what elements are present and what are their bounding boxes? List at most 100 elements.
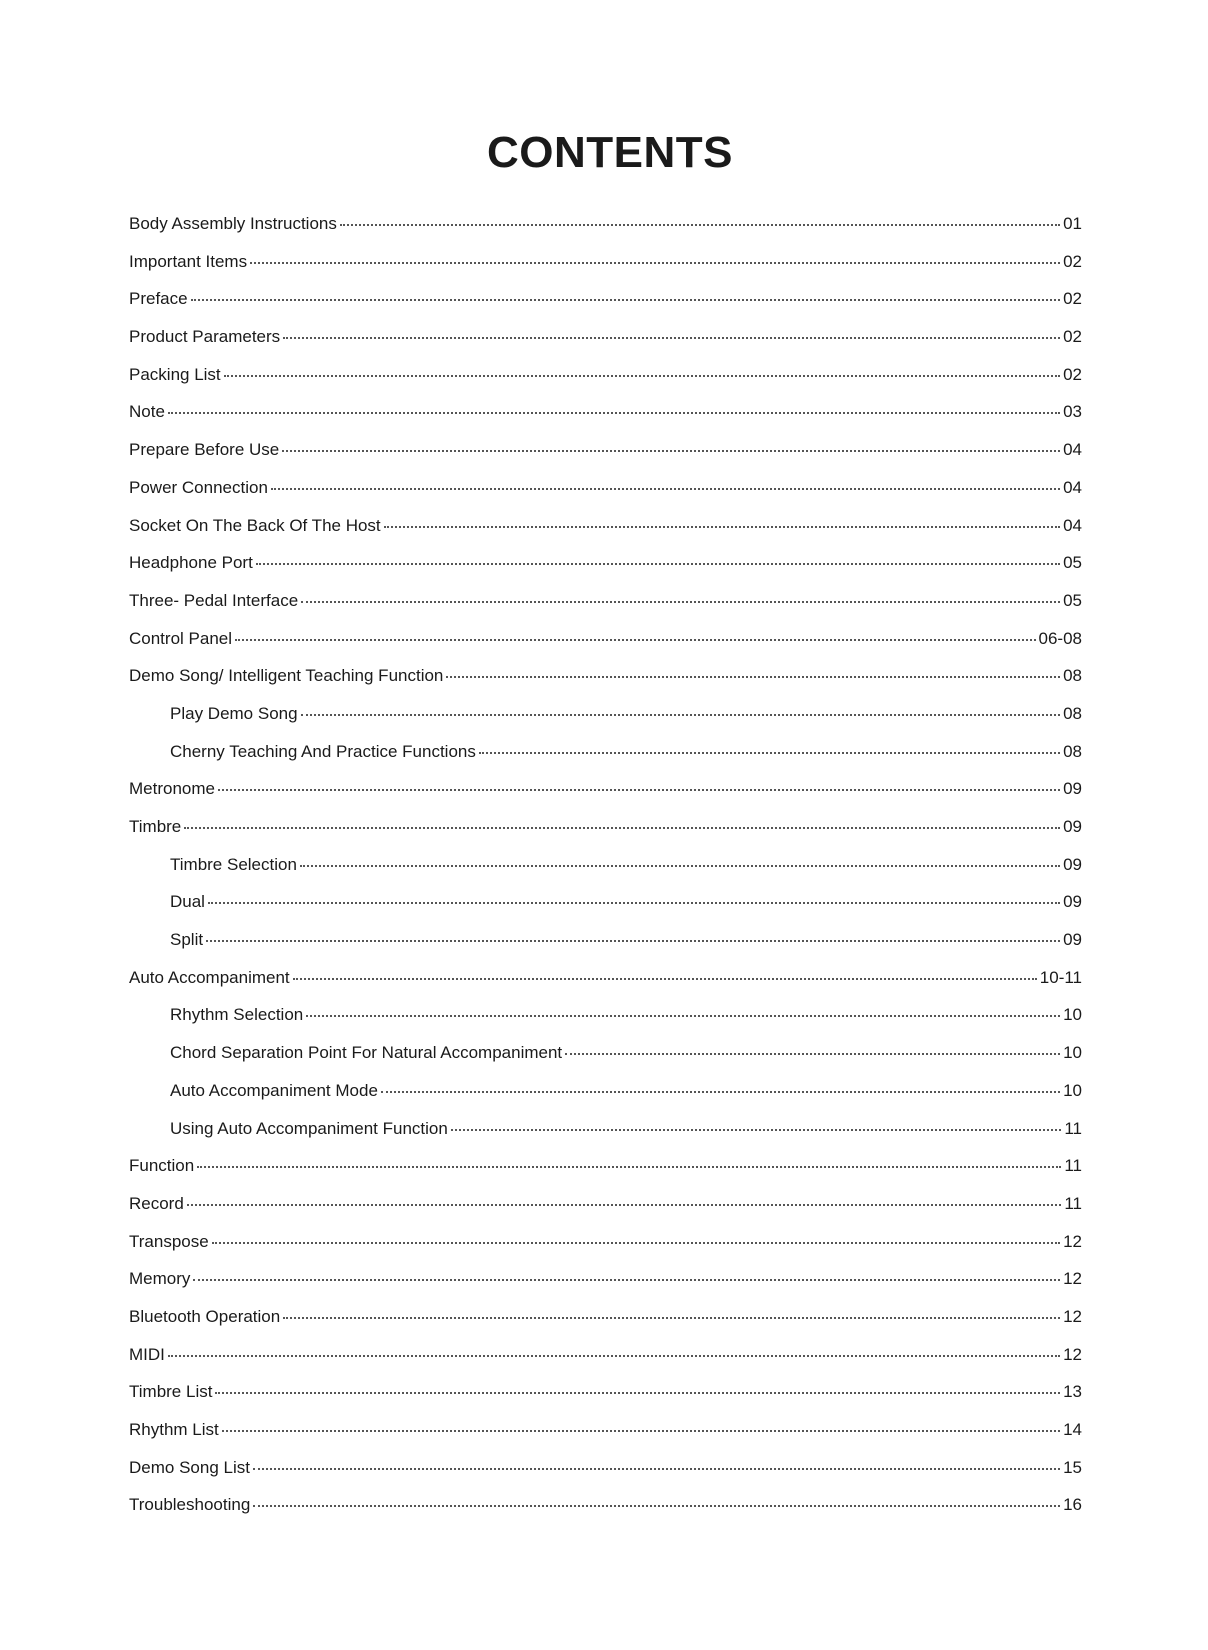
toc-entry-page: 08 — [1063, 703, 1082, 723]
toc-entry[interactable]: Bluetooth Operation 12 — [129, 1307, 1082, 1345]
dot-leader — [207, 902, 1061, 905]
toc-entry[interactable]: Headphone Port 05 — [129, 553, 1082, 591]
toc-entry-label: Rhythm List — [129, 1420, 219, 1439]
toc-entry-page: 10 — [1063, 1005, 1082, 1025]
toc-entry-label: Note — [129, 402, 165, 422]
toc-entry[interactable]: Memory 12 — [129, 1269, 1082, 1307]
toc-entry-page: 10 — [1063, 1043, 1082, 1063]
toc-entry[interactable]: Auto Accompaniment Mode 10 — [129, 1081, 1082, 1119]
toc-entry[interactable]: Demo Song/ Intelligent Teaching Function… — [129, 666, 1082, 704]
toc-entry-label: Preface — [129, 289, 188, 309]
toc-entry-label: Body Assembly Instructions — [129, 214, 337, 233]
toc-entry[interactable]: Rhythm Selection 10 — [129, 1005, 1082, 1043]
toc-entry[interactable]: Dual 09 — [129, 892, 1082, 930]
toc-entry[interactable]: Power Connection 04 — [129, 478, 1082, 516]
toc-entry[interactable]: Transpose 12 — [129, 1232, 1082, 1270]
dot-leader — [206, 940, 1061, 943]
toc-entry-page: 02 — [1063, 364, 1082, 384]
toc-entry-label: Chord Separation Point For Natural Accom… — [170, 1043, 563, 1063]
toc-entry[interactable]: Three- Pedal Interface 05 — [129, 591, 1082, 629]
toc-entry[interactable]: Using Auto Accompaniment Function 11 — [129, 1119, 1082, 1157]
toc-entry[interactable]: Timbre 09 — [129, 817, 1082, 855]
dot-leader — [252, 1467, 1061, 1470]
dot-leader — [255, 563, 1061, 566]
toc-entry-label: Power Connection — [129, 477, 268, 497]
dot-leader — [190, 299, 1061, 302]
toc-entry-page: 05 — [1063, 553, 1082, 573]
toc-entry-page: 04 — [1063, 477, 1082, 497]
toc-entry-page: 09 — [1063, 892, 1082, 912]
toc-entry[interactable]: Rhythm List 14 — [129, 1420, 1082, 1458]
toc-entry-label: Cherny Teaching And Practice Functions — [170, 741, 476, 761]
toc-entry[interactable]: Record 11 — [129, 1194, 1082, 1232]
toc-entry[interactable]: Preface 02 — [129, 289, 1082, 327]
dot-leader — [223, 374, 1061, 377]
toc-entry[interactable]: Troubleshooting 16 — [129, 1495, 1082, 1533]
toc-entry-page: 02 — [1063, 289, 1082, 309]
toc-entry-page: 09 — [1063, 930, 1082, 950]
toc-entry-label: Bluetooth Operation — [129, 1306, 281, 1326]
dot-leader — [383, 525, 1061, 528]
dot-leader — [282, 450, 1061, 453]
toc-entry[interactable]: MIDI 12 — [129, 1345, 1082, 1383]
toc-entry[interactable]: Note 03 — [129, 402, 1082, 440]
dot-leader — [380, 1090, 1061, 1093]
toc-entry-page: 08 — [1063, 666, 1082, 686]
toc-entry[interactable]: Chord Separation Point For Natural Accom… — [129, 1043, 1082, 1081]
dot-leader — [478, 751, 1061, 754]
toc-entry[interactable]: Timbre List 13 — [129, 1382, 1082, 1420]
toc-entry-label: Play Demo Song — [170, 703, 298, 723]
toc-entry[interactable]: Packing List 02 — [129, 365, 1082, 403]
toc-entry-page: 12 — [1063, 1269, 1082, 1289]
toc-entry-label: Headphone Port — [129, 553, 253, 573]
toc-entry[interactable]: Split 09 — [129, 930, 1082, 968]
dot-leader — [299, 864, 1061, 867]
toc-entry-label: Memory — [129, 1269, 191, 1289]
toc-entry[interactable]: Socket On The Back Of The Host 04 — [129, 516, 1082, 554]
toc-entry[interactable]: Body Assembly Instructions 01 — [129, 214, 1082, 252]
toc-entry-page: 09 — [1063, 817, 1082, 836]
dot-leader — [197, 1166, 1062, 1169]
toc-entry-page: 01 — [1063, 214, 1082, 233]
dot-leader — [339, 224, 1061, 226]
toc-entry[interactable]: Control Panel 06-08 — [129, 629, 1082, 667]
toc-entry-label: Prepare Before Use — [129, 440, 280, 460]
dot-leader — [235, 638, 1036, 641]
toc-entry-label: Timbre Selection — [170, 854, 297, 874]
dot-leader — [167, 412, 1061, 415]
toc-entry-page: 11 — [1064, 1118, 1082, 1138]
toc-entry-page: 10 — [1063, 1080, 1082, 1100]
toc-entry-label: Record — [129, 1193, 184, 1213]
toc-entry[interactable]: Demo Song List 15 — [129, 1458, 1082, 1496]
toc-entry-label: Three- Pedal Interface — [129, 590, 299, 610]
dot-leader — [221, 1430, 1061, 1432]
dot-leader — [253, 1505, 1061, 1508]
toc-entry-label: Transpose — [129, 1231, 209, 1251]
toc-entry[interactable]: Play Demo Song 08 — [129, 704, 1082, 742]
toc-entry-label: Auto Accompaniment — [129, 967, 290, 987]
toc-entry[interactable]: Prepare Before Use 04 — [129, 440, 1082, 478]
toc-entry-label: Split — [170, 930, 204, 950]
toc-entry[interactable]: Cherny Teaching And Practice Functions 08 — [129, 742, 1082, 780]
toc-entry-page: 12 — [1063, 1306, 1082, 1326]
toc-entry-label: Using Auto Accompaniment Function — [170, 1118, 448, 1138]
toc-entry-page: 04 — [1063, 515, 1082, 535]
dot-leader — [565, 1053, 1061, 1056]
toc-entry[interactable]: Auto Accompaniment 10-11 — [129, 968, 1082, 1006]
toc-entry[interactable]: Metronome 09 — [129, 779, 1082, 817]
toc-entry[interactable]: Timbre Selection 09 — [129, 855, 1082, 893]
toc-entry-page: 09 — [1063, 779, 1082, 799]
toc-entry-page: 14 — [1063, 1420, 1082, 1439]
toc-entry-label: Demo Song/ Intelligent Teaching Function — [129, 666, 444, 686]
toc-entry[interactable]: Function 11 — [129, 1156, 1082, 1194]
toc-entry-label: Socket On The Back Of The Host — [129, 515, 381, 535]
dot-leader — [215, 1392, 1061, 1395]
toc-entry[interactable]: Important Items 02 — [129, 252, 1082, 290]
toc-entry[interactable]: Product Parameters 02 — [129, 327, 1082, 365]
dot-leader — [186, 1203, 1062, 1206]
toc-entry-page: 03 — [1063, 402, 1082, 422]
toc-entry-label: Important Items — [129, 251, 248, 271]
toc-entry-page: 11 — [1064, 1193, 1082, 1213]
dot-leader — [446, 676, 1061, 679]
toc-entry-label: Auto Accompaniment Mode — [170, 1080, 378, 1100]
